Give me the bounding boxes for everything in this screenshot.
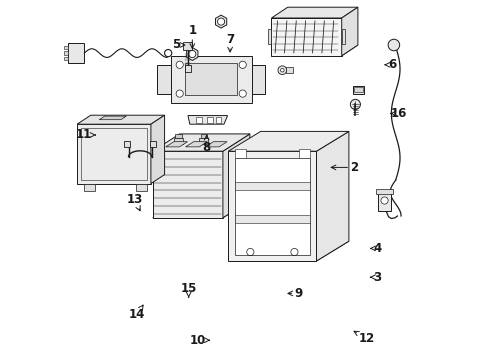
Polygon shape xyxy=(152,134,249,151)
Polygon shape xyxy=(152,201,249,218)
Text: 15: 15 xyxy=(180,282,197,297)
Text: 4: 4 xyxy=(370,242,381,255)
Circle shape xyxy=(176,90,183,97)
Circle shape xyxy=(217,18,224,25)
Polygon shape xyxy=(271,45,357,56)
Polygon shape xyxy=(271,7,357,18)
Text: 11: 11 xyxy=(76,129,95,141)
Polygon shape xyxy=(228,151,316,261)
Polygon shape xyxy=(175,134,182,138)
Polygon shape xyxy=(77,124,151,184)
Polygon shape xyxy=(199,138,208,144)
Polygon shape xyxy=(341,7,357,56)
Polygon shape xyxy=(377,191,390,211)
Polygon shape xyxy=(63,57,68,60)
Text: 9: 9 xyxy=(287,287,302,300)
Polygon shape xyxy=(353,87,362,92)
Polygon shape xyxy=(165,142,187,147)
Text: 7: 7 xyxy=(225,33,234,52)
Polygon shape xyxy=(215,15,226,28)
Text: 12: 12 xyxy=(353,331,374,345)
Polygon shape xyxy=(200,134,207,138)
Polygon shape xyxy=(151,115,164,184)
Text: 14: 14 xyxy=(128,305,144,321)
Polygon shape xyxy=(285,67,292,73)
Polygon shape xyxy=(234,149,245,158)
Polygon shape xyxy=(185,142,207,147)
Polygon shape xyxy=(63,51,68,55)
Text: 10: 10 xyxy=(189,334,209,347)
Text: 1: 1 xyxy=(188,24,196,48)
Polygon shape xyxy=(77,115,164,124)
Polygon shape xyxy=(223,134,249,218)
Text: 2: 2 xyxy=(330,161,358,174)
Polygon shape xyxy=(157,65,170,94)
Polygon shape xyxy=(68,43,84,63)
Polygon shape xyxy=(234,215,309,222)
Circle shape xyxy=(280,68,284,72)
Polygon shape xyxy=(183,42,192,50)
Polygon shape xyxy=(271,18,341,56)
Polygon shape xyxy=(375,189,392,194)
Polygon shape xyxy=(341,30,345,45)
Polygon shape xyxy=(84,184,95,191)
Circle shape xyxy=(164,49,171,57)
Polygon shape xyxy=(299,149,309,158)
Polygon shape xyxy=(215,117,221,123)
Polygon shape xyxy=(63,46,68,49)
Circle shape xyxy=(239,90,246,97)
Polygon shape xyxy=(174,138,183,144)
Circle shape xyxy=(188,50,196,58)
Polygon shape xyxy=(251,65,265,94)
Polygon shape xyxy=(99,116,126,120)
Circle shape xyxy=(176,61,183,68)
Polygon shape xyxy=(187,116,227,124)
Polygon shape xyxy=(316,131,348,261)
Polygon shape xyxy=(186,48,198,60)
Text: 3: 3 xyxy=(370,271,381,284)
Polygon shape xyxy=(185,63,237,95)
Polygon shape xyxy=(234,158,309,255)
Circle shape xyxy=(349,99,360,109)
Polygon shape xyxy=(170,56,251,103)
Text: 13: 13 xyxy=(126,193,142,211)
Polygon shape xyxy=(234,183,309,190)
Polygon shape xyxy=(205,142,226,147)
Polygon shape xyxy=(228,131,348,151)
Text: 16: 16 xyxy=(390,107,407,120)
Polygon shape xyxy=(152,151,223,218)
Polygon shape xyxy=(136,184,147,191)
Polygon shape xyxy=(267,30,271,45)
Circle shape xyxy=(387,39,399,51)
Text: 5: 5 xyxy=(172,39,184,51)
Polygon shape xyxy=(184,65,190,72)
Polygon shape xyxy=(206,117,212,123)
Polygon shape xyxy=(352,86,363,94)
Text: 8: 8 xyxy=(202,135,210,154)
Polygon shape xyxy=(124,141,130,147)
Polygon shape xyxy=(228,241,348,261)
Circle shape xyxy=(277,66,286,75)
Polygon shape xyxy=(196,117,202,123)
Circle shape xyxy=(239,61,246,68)
Circle shape xyxy=(380,197,387,204)
Text: 6: 6 xyxy=(384,58,395,71)
Polygon shape xyxy=(149,141,156,147)
